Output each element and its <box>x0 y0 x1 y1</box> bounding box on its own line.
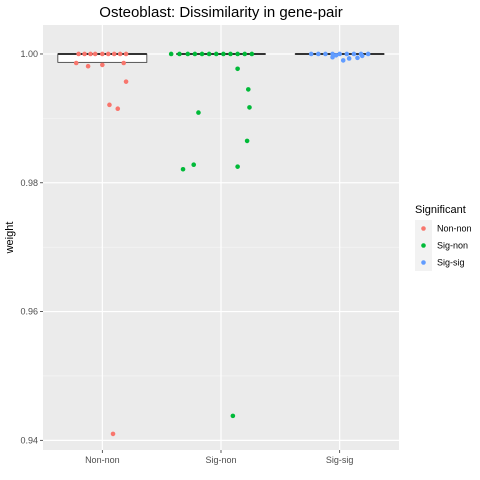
y-axis-title: weight <box>4 222 16 255</box>
data-point <box>245 87 251 92</box>
data-point <box>235 66 240 72</box>
data-point <box>177 51 182 57</box>
data-point <box>365 51 371 57</box>
y-tick-label: 0.96 <box>20 307 38 317</box>
x-tick-label: Sig-sig <box>326 455 354 465</box>
data-point <box>230 413 236 419</box>
data-point <box>100 62 105 68</box>
data-point <box>355 55 360 61</box>
data-point <box>316 51 321 57</box>
data-point <box>221 51 226 57</box>
legend: Significant Non-non Sig-non Sig-sig <box>415 204 472 271</box>
data-point <box>180 166 186 172</box>
data-point <box>249 51 255 57</box>
data-point <box>85 63 91 69</box>
legend-items: Non-non Sig-non Sig-sig <box>415 220 472 271</box>
data-point <box>242 51 248 57</box>
data-point <box>117 51 123 57</box>
x-axis: Non-non Sig-non Sig-sig <box>85 450 353 465</box>
data-point <box>185 51 191 57</box>
data-point <box>168 51 174 57</box>
data-point <box>73 60 79 66</box>
x-tick-label: Sig-non <box>205 455 236 465</box>
y-tick-label: 1.00 <box>20 49 38 59</box>
data-point <box>323 51 328 57</box>
data-point <box>110 431 116 437</box>
chart-title: Osteoblast: Dissimilarity in gene-pair <box>99 4 342 21</box>
data-point <box>247 105 252 110</box>
data-point <box>192 51 198 57</box>
legend-label: Sig-sig <box>437 258 465 268</box>
data-point <box>76 51 81 57</box>
data-point <box>359 53 365 59</box>
data-point <box>123 51 129 57</box>
data-point <box>196 110 201 115</box>
data-point <box>123 79 129 84</box>
data-point <box>346 56 352 61</box>
data-point <box>121 60 126 66</box>
data-point <box>199 51 205 57</box>
legend-swatch-sig-non <box>421 243 426 248</box>
data-point <box>88 51 93 57</box>
data-point <box>244 138 250 144</box>
data-point <box>351 51 357 57</box>
legend-swatch-non-non <box>421 226 426 231</box>
data-point <box>206 51 212 57</box>
legend-label: Non-non <box>437 224 472 234</box>
data-point <box>308 51 314 57</box>
data-point <box>92 51 98 57</box>
data-points <box>73 51 371 437</box>
data-point <box>235 164 240 169</box>
data-point <box>111 51 117 57</box>
y-tick-label: 0.98 <box>20 178 38 188</box>
data-point <box>228 51 233 57</box>
legend-title: Significant <box>415 204 466 216</box>
legend-swatch-sig-sig <box>421 260 426 265</box>
data-point <box>340 58 346 63</box>
data-point <box>330 51 335 57</box>
data-point <box>213 51 219 57</box>
data-point <box>330 54 335 60</box>
data-point <box>235 51 240 57</box>
y-axis: 0.94 0.96 0.98 1.00 <box>20 49 43 445</box>
x-tick-label: Non-non <box>85 455 120 465</box>
data-point <box>100 51 105 57</box>
data-point <box>337 51 342 57</box>
data-point <box>105 51 111 57</box>
data-point <box>115 106 121 112</box>
data-point <box>107 102 112 108</box>
data-point <box>344 51 350 57</box>
y-tick-label: 0.94 <box>20 435 38 445</box>
data-point <box>191 162 197 168</box>
data-point <box>333 52 339 58</box>
data-point <box>82 51 87 57</box>
legend-label: Sig-non <box>437 241 468 251</box>
